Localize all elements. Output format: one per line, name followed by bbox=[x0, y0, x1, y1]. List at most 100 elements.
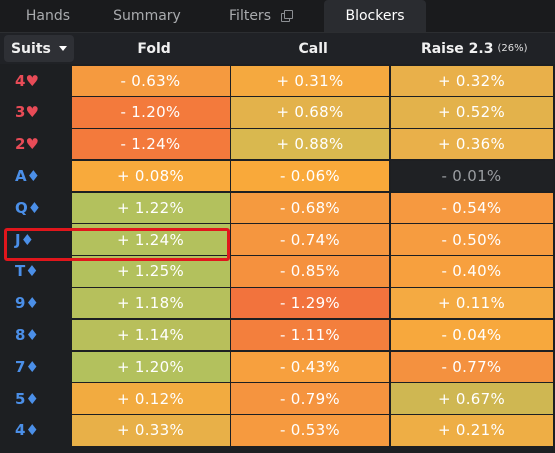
raise-value-cell: - 0.01% bbox=[390, 160, 553, 192]
table-row[interactable]: 9 ♦ + 1.18% - 1.29% + 0.11% bbox=[0, 288, 555, 319]
diamond-icon: ♦ bbox=[25, 294, 39, 313]
suits-label: Suits bbox=[10, 40, 51, 57]
fold-value-cell: + 0.08% bbox=[71, 160, 230, 192]
fold-label: Fold bbox=[137, 40, 171, 57]
raise-value-cell: + 0.32% bbox=[390, 65, 553, 96]
suit-label: 9 ♦ bbox=[0, 288, 70, 319]
suit-label: 2 ♥ bbox=[0, 129, 70, 160]
table-header: Suits Fold Call Raise 2.3 (26%) bbox=[0, 33, 555, 64]
call-value-cell: - 0.68% bbox=[231, 192, 389, 223]
suit-label: 5 ♦ bbox=[0, 383, 70, 414]
diamond-icon: ♦ bbox=[20, 230, 35, 249]
call-value-cell: - 0.79% bbox=[231, 383, 389, 414]
card-rank: J bbox=[15, 230, 21, 249]
call-label: Call bbox=[298, 40, 328, 57]
fold-value-cell: - 1.20% bbox=[71, 97, 230, 128]
diamond-icon: ♦ bbox=[27, 198, 42, 217]
tab-hands[interactable]: Hands bbox=[0, 0, 96, 32]
card-rank: T bbox=[15, 262, 26, 281]
table-row[interactable]: T ♦ + 1.25% - 0.85% - 0.40% bbox=[0, 256, 555, 287]
table-row[interactable]: 8 ♦ + 1.14% - 1.11% - 0.04% bbox=[0, 319, 555, 351]
card-rank: 3 bbox=[15, 103, 26, 122]
raise-value-cell: - 0.04% bbox=[390, 319, 553, 351]
raise-value-cell: + 0.21% bbox=[390, 415, 553, 446]
table-row[interactable]: 3 ♥ - 1.20% + 0.68% + 0.52% bbox=[0, 97, 555, 128]
suit-label: A ♦ bbox=[0, 160, 70, 192]
call-value-cell: - 0.53% bbox=[231, 415, 389, 446]
raise-frequency: (26%) bbox=[497, 43, 528, 54]
diamond-icon: ♦ bbox=[25, 262, 39, 281]
card-rank: 2 bbox=[15, 135, 26, 154]
suit-label: Q ♦ bbox=[0, 192, 70, 223]
card-rank: 8 bbox=[15, 326, 26, 345]
fold-value-cell: - 0.63% bbox=[71, 65, 230, 96]
card-rank: 4 bbox=[15, 421, 26, 440]
call-value-cell: + 0.88% bbox=[231, 129, 389, 160]
card-rank: 7 bbox=[15, 357, 26, 376]
diamond-icon: ♦ bbox=[25, 389, 39, 408]
tab-filters-label: Filters bbox=[229, 8, 271, 24]
tab-filters[interactable]: Filters bbox=[198, 0, 324, 32]
tab-bar: Hands Summary Filters Blockers bbox=[0, 0, 555, 33]
fold-value-cell: + 1.24% bbox=[71, 224, 230, 255]
call-value-cell: - 0.06% bbox=[231, 160, 389, 192]
call-value-cell: - 1.11% bbox=[231, 319, 389, 351]
column-call: Call bbox=[234, 33, 392, 64]
copy-icon[interactable] bbox=[280, 10, 293, 22]
card-rank: Q bbox=[15, 198, 28, 217]
suits-sort-button[interactable]: Suits bbox=[4, 35, 74, 62]
fold-value-cell: + 0.12% bbox=[71, 383, 230, 414]
suit-label: J ♦ bbox=[0, 224, 70, 255]
fold-value-cell: + 1.14% bbox=[71, 319, 230, 351]
column-raise: Raise 2.3 (26%) bbox=[393, 33, 555, 64]
call-value-cell: + 0.31% bbox=[231, 65, 389, 96]
card-rank: 4 bbox=[15, 71, 26, 90]
fold-value-cell: - 1.24% bbox=[71, 129, 230, 160]
column-fold: Fold bbox=[75, 33, 233, 64]
raise-value-cell: - 0.54% bbox=[390, 192, 553, 223]
fold-value-cell: + 1.20% bbox=[71, 351, 230, 382]
tab-blockers[interactable]: Blockers bbox=[324, 0, 426, 32]
fold-value-cell: + 1.25% bbox=[71, 256, 230, 287]
heart-icon: ♥ bbox=[25, 135, 39, 154]
tab-blockers-label: Blockers bbox=[345, 8, 405, 24]
call-value-cell: - 0.85% bbox=[231, 256, 389, 287]
card-rank: A bbox=[15, 167, 27, 186]
table-row[interactable]: Q ♦ + 1.22% - 0.68% - 0.54% bbox=[0, 192, 555, 223]
table-row[interactable]: 4 ♦ + 0.33% - 0.53% + 0.21% bbox=[0, 415, 555, 446]
raise-value-cell: + 0.11% bbox=[390, 288, 553, 319]
card-rank: 5 bbox=[15, 389, 26, 408]
table-row[interactable]: 4 ♥ - 0.63% + 0.31% + 0.32% bbox=[0, 65, 555, 96]
raise-value-cell: - 0.50% bbox=[390, 224, 553, 255]
call-value-cell: - 1.29% bbox=[231, 288, 389, 319]
suit-label: 4 ♦ bbox=[0, 415, 70, 446]
tab-summary[interactable]: Summary bbox=[96, 0, 198, 32]
call-value-cell: - 0.74% bbox=[231, 224, 389, 255]
diamond-icon: ♦ bbox=[25, 357, 39, 376]
table-row[interactable]: A ♦ + 0.08% - 0.06% - 0.01% bbox=[0, 160, 555, 192]
diamond-icon: ♦ bbox=[25, 421, 39, 440]
suit-label: 8 ♦ bbox=[0, 319, 70, 351]
table-row[interactable]: 5 ♦ + 0.12% - 0.79% + 0.67% bbox=[0, 383, 555, 414]
heart-icon: ♥ bbox=[25, 71, 39, 90]
diamond-icon: ♦ bbox=[25, 326, 39, 345]
raise-value-cell: + 0.52% bbox=[390, 97, 553, 128]
raise-value-cell: - 0.77% bbox=[390, 351, 553, 382]
suit-label: T ♦ bbox=[0, 256, 70, 287]
tab-hands-label: Hands bbox=[25, 8, 71, 24]
diamond-icon: ♦ bbox=[26, 167, 41, 186]
suit-label: 3 ♥ bbox=[0, 97, 70, 128]
tab-summary-label: Summary bbox=[113, 8, 181, 24]
table-body: 4 ♥ - 0.63% + 0.31% + 0.32% 3 ♥ - 1.20% + 0.68% +… bbox=[0, 65, 555, 446]
blockers-table: Suits Fold Call Raise 2.3 (26%) 4 ♥ - 0.63… bbox=[0, 33, 555, 446]
table-row[interactable]: 2 ♥ - 1.24% + 0.88% + 0.36% bbox=[0, 129, 555, 160]
caret-down-icon bbox=[58, 46, 67, 51]
suit-label: 4 ♥ bbox=[0, 65, 70, 96]
fold-value-cell: + 1.18% bbox=[71, 288, 230, 319]
table-row[interactable]: J ♦ + 1.24% - 0.74% - 0.50% bbox=[0, 224, 555, 255]
fold-value-cell: + 0.33% bbox=[71, 415, 230, 446]
raise-value-cell: - 0.40% bbox=[390, 256, 553, 287]
raise-label: Raise 2.3 bbox=[420, 40, 494, 57]
table-row[interactable]: 7 ♦ + 1.20% - 0.43% - 0.77% bbox=[0, 351, 555, 382]
call-value-cell: + 0.68% bbox=[231, 97, 389, 128]
